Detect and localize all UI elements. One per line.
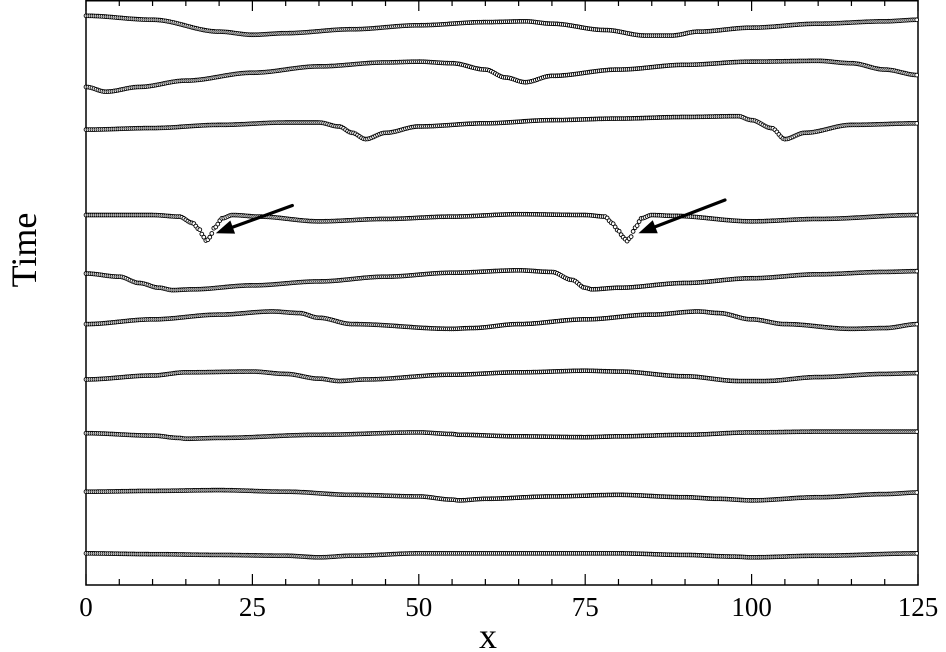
trace-point bbox=[914, 268, 920, 274]
trace-point bbox=[914, 429, 920, 434]
trace-point bbox=[914, 551, 920, 556]
x-major-ticks bbox=[85, 0, 919, 585]
x-tick-label: 0 bbox=[79, 592, 93, 622]
trace-point bbox=[914, 120, 920, 126]
trace-8 bbox=[83, 429, 920, 442]
x-minor-ticks bbox=[118, 0, 886, 585]
trace-2 bbox=[83, 58, 920, 95]
trace-point bbox=[630, 229, 636, 234]
trace-point bbox=[209, 231, 215, 236]
x-tick-labels: 0 25 50 75 100 125 bbox=[79, 592, 938, 622]
plot-frame bbox=[85, 0, 919, 586]
trace-point bbox=[197, 227, 203, 233]
trace-point bbox=[914, 321, 920, 327]
trace-point bbox=[628, 234, 634, 239]
trace-point bbox=[914, 212, 920, 218]
x-tick-label: 50 bbox=[405, 592, 432, 622]
x-tick-label: 125 bbox=[898, 592, 939, 622]
y-axis-label: Time bbox=[4, 213, 44, 288]
trace-point bbox=[914, 490, 920, 495]
trace-point bbox=[207, 234, 213, 240]
trace-7 bbox=[83, 368, 920, 384]
traces bbox=[83, 13, 920, 560]
trace-point bbox=[914, 72, 920, 78]
trace-3 bbox=[83, 113, 920, 142]
x-axis-label: x bbox=[479, 616, 497, 652]
trace-point bbox=[634, 223, 640, 228]
trace-4 bbox=[83, 211, 920, 244]
trace-9 bbox=[83, 487, 920, 503]
trace-1 bbox=[83, 13, 920, 38]
trace-5 bbox=[83, 268, 920, 293]
trace-point bbox=[914, 17, 920, 23]
x-tick-label: 75 bbox=[572, 592, 599, 622]
trace-10 bbox=[83, 551, 920, 560]
x-tick-label: 100 bbox=[731, 592, 772, 622]
trace-6 bbox=[83, 309, 920, 332]
x-tick-label: 25 bbox=[239, 592, 266, 622]
trace-point bbox=[914, 370, 920, 376]
